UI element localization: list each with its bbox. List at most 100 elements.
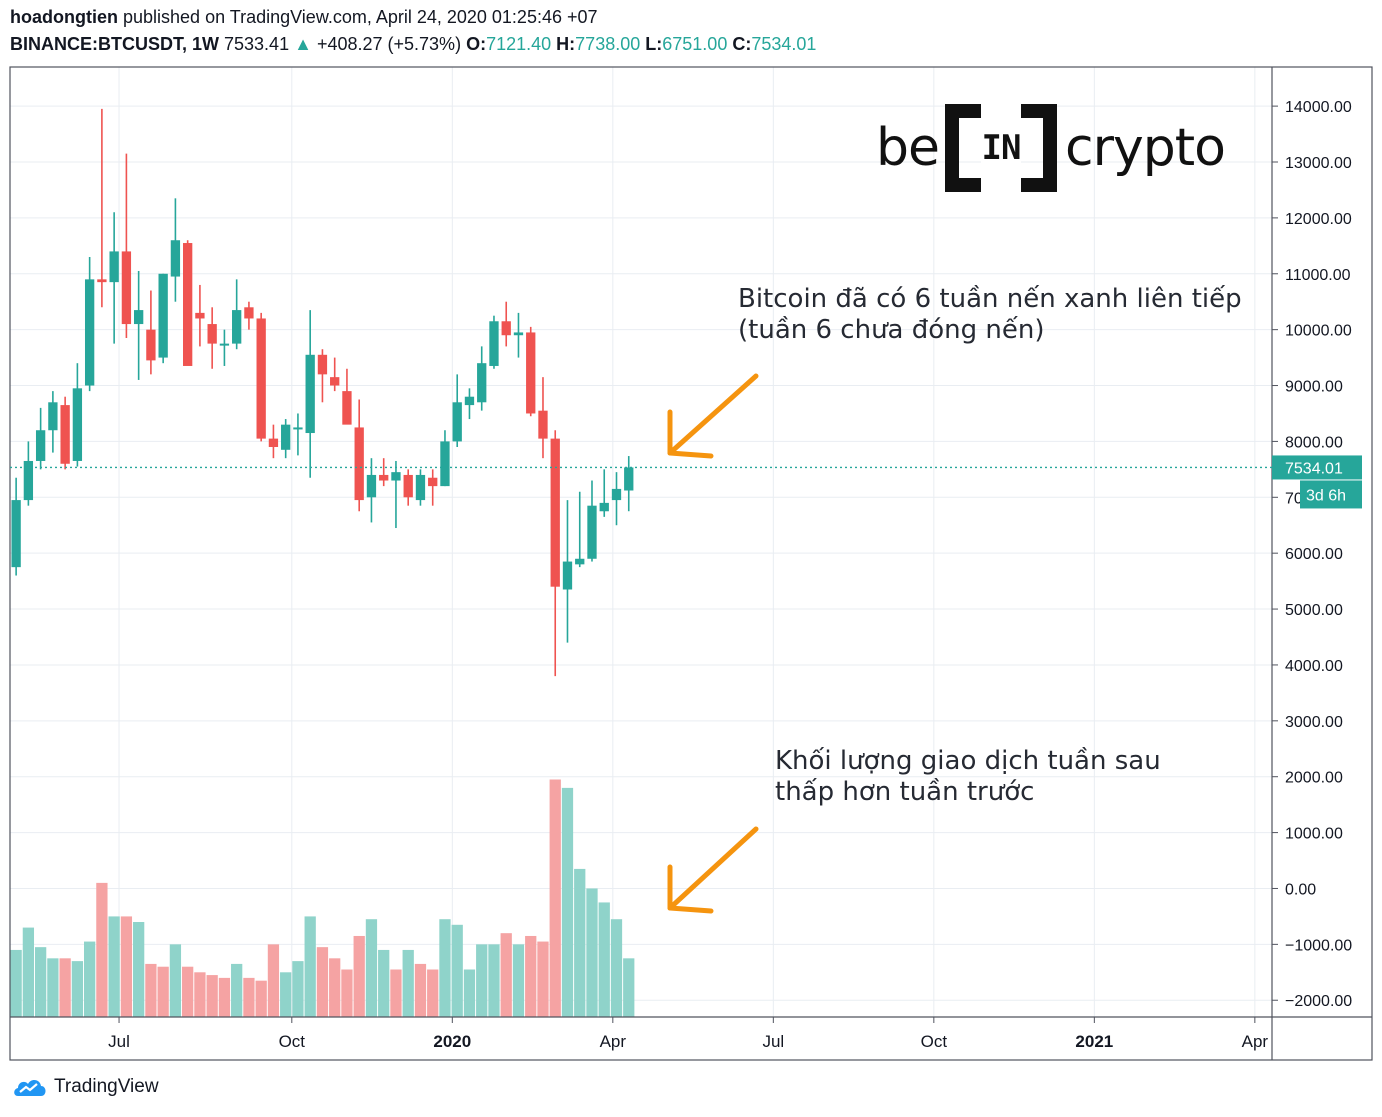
volume-bar bbox=[329, 958, 341, 1017]
volume-bar bbox=[108, 916, 120, 1017]
arrow-head bbox=[667, 864, 714, 914]
candle-body bbox=[562, 561, 573, 590]
y-tick-label: 2000.00 bbox=[1285, 770, 1343, 787]
volume-bar bbox=[586, 888, 598, 1017]
volume-bar bbox=[10, 949, 22, 1017]
tradingview-footer[interactable]: TradingView bbox=[12, 1076, 159, 1098]
candle-body bbox=[207, 324, 217, 344]
volume-bar bbox=[525, 935, 537, 1017]
candle-body bbox=[464, 396, 475, 406]
volume-bar bbox=[341, 969, 353, 1017]
candle-body bbox=[195, 312, 205, 319]
volume-bar bbox=[390, 969, 402, 1017]
annotation-arrows bbox=[667, 373, 759, 914]
candle-body bbox=[293, 427, 303, 430]
volume-annotation-line2: thấp hơn tuần trước bbox=[775, 777, 1035, 807]
volume-bar bbox=[623, 958, 635, 1017]
y-tick-label: −2000.00 bbox=[1285, 993, 1352, 1010]
last-price-badge bbox=[1272, 455, 1362, 480]
volume-bar bbox=[194, 972, 206, 1017]
symbol-name[interactable]: BINANCE:BTCUSDT, 1W bbox=[10, 34, 219, 54]
y-tick-label: 3000.00 bbox=[1285, 714, 1343, 731]
volume-bar bbox=[500, 933, 512, 1017]
volume-bar bbox=[231, 963, 243, 1017]
low-value: 6751.00 bbox=[662, 34, 728, 54]
arrow-shaft bbox=[667, 373, 759, 456]
volume-bar bbox=[598, 902, 610, 1017]
last-price: 7533.41 bbox=[224, 34, 290, 54]
y-tick-label: 1000.00 bbox=[1285, 826, 1343, 843]
volume-bar bbox=[280, 972, 292, 1017]
candle-body bbox=[170, 240, 181, 277]
candle-body bbox=[550, 438, 560, 587]
volume-bar bbox=[439, 919, 451, 1017]
y-tick-label: 9000.00 bbox=[1285, 379, 1343, 396]
candle-body bbox=[183, 243, 193, 366]
volume-bar bbox=[365, 919, 378, 1017]
x-tick-label: 2021 bbox=[1075, 1032, 1113, 1051]
candle-body bbox=[415, 474, 426, 501]
candle-body bbox=[624, 467, 634, 491]
volume-bar bbox=[353, 935, 365, 1017]
chart-frame bbox=[9, 66, 1373, 1061]
logo-be: be bbox=[876, 118, 940, 178]
volume-bar bbox=[610, 919, 623, 1017]
candle-body bbox=[244, 307, 254, 319]
volume-bars bbox=[10, 779, 635, 1017]
up-arrow-icon: ▲ bbox=[294, 34, 312, 54]
x-tick-label: Oct bbox=[279, 1032, 306, 1051]
candle-body bbox=[513, 332, 524, 336]
candle-body bbox=[232, 310, 242, 344]
y-tick-label: 10000.00 bbox=[1285, 323, 1352, 340]
candle-body bbox=[121, 251, 132, 325]
volume-annotation-line1: Khối lượng giao dịch tuần sau bbox=[775, 746, 1161, 776]
candle-body bbox=[109, 251, 119, 283]
candlesticks bbox=[11, 108, 634, 677]
volume-bar bbox=[218, 977, 231, 1017]
candle-body bbox=[611, 488, 622, 501]
volume-bar bbox=[414, 963, 427, 1017]
candle-body bbox=[219, 343, 230, 346]
volume-bar bbox=[255, 980, 267, 1017]
volume-bar bbox=[537, 941, 549, 1017]
candle-body bbox=[440, 441, 450, 487]
y-tick-label: 4000.00 bbox=[1285, 658, 1343, 675]
volume-bar bbox=[243, 977, 255, 1017]
candle-body bbox=[379, 474, 389, 481]
y-tick-label: 8000.00 bbox=[1285, 434, 1343, 451]
arrow-shaft bbox=[667, 826, 759, 911]
y-tick-label: −1000.00 bbox=[1285, 937, 1352, 954]
candle-body bbox=[526, 332, 536, 414]
author-name[interactable]: hoadongtien bbox=[10, 7, 118, 27]
candle-body bbox=[599, 502, 609, 512]
candle-body bbox=[587, 505, 597, 559]
y-tick-label: 5000.00 bbox=[1285, 602, 1343, 619]
candle-body bbox=[11, 500, 21, 568]
candle-body bbox=[133, 310, 144, 325]
volume-bar bbox=[206, 975, 218, 1017]
volume-bar bbox=[145, 963, 157, 1017]
volume-bar bbox=[463, 969, 476, 1017]
candle-body bbox=[305, 354, 315, 434]
volume-bar bbox=[488, 944, 500, 1017]
volume-bar bbox=[476, 944, 488, 1017]
volume-bar bbox=[378, 949, 390, 1017]
volume-bar bbox=[561, 787, 574, 1017]
volume-bar bbox=[157, 966, 169, 1017]
volume-bar bbox=[402, 949, 414, 1017]
volume-bar bbox=[304, 916, 316, 1017]
volume-bar bbox=[120, 916, 133, 1017]
publish-info: hoadongtien published on TradingView.com… bbox=[10, 7, 598, 28]
x-tick-label: Apr bbox=[600, 1032, 627, 1051]
candle-body bbox=[60, 405, 70, 464]
countdown-label: 3d 6h bbox=[1306, 487, 1346, 504]
last-price-label: 7534.01 bbox=[1285, 460, 1343, 477]
candle-body bbox=[391, 472, 401, 481]
y-tick-label: 13000.00 bbox=[1285, 155, 1352, 172]
candle-body bbox=[23, 460, 34, 501]
volume-bar bbox=[267, 944, 280, 1017]
candle-body bbox=[72, 388, 83, 461]
volume-bar bbox=[96, 882, 108, 1017]
volume-bar bbox=[512, 944, 525, 1017]
